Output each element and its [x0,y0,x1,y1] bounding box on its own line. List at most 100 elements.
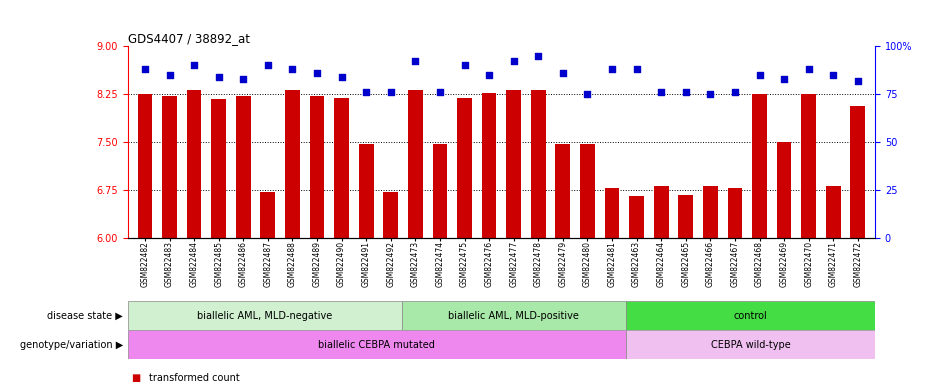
Point [211,74,226,80]
Bar [801,94,816,238]
Text: GSM822483: GSM822483 [165,241,174,287]
Bar [580,144,595,238]
Bar [555,144,570,238]
Point [850,78,866,84]
Point [334,74,349,80]
Point [432,89,447,95]
Bar [211,99,226,238]
Text: GSM822491: GSM822491 [361,241,371,287]
Bar [531,89,546,238]
Bar [186,89,201,238]
Point [137,66,152,72]
Point [236,76,251,82]
Point [383,89,398,95]
Text: GSM822490: GSM822490 [337,241,346,287]
Text: GSM822481: GSM822481 [607,241,617,287]
Bar [604,188,620,238]
Text: GSM822484: GSM822484 [189,241,199,287]
Point [309,70,324,76]
Bar [383,192,398,238]
Point [359,89,374,95]
Text: GSM822485: GSM822485 [214,241,223,287]
Point [457,62,472,68]
Bar [654,185,669,238]
Point [162,72,177,78]
Bar [626,301,875,330]
Text: GSM822468: GSM822468 [755,241,764,287]
Text: GSM822476: GSM822476 [484,241,494,287]
Text: GSM822477: GSM822477 [509,241,518,287]
Text: GSM822467: GSM822467 [730,241,740,287]
Text: GSM822466: GSM822466 [706,241,715,287]
Bar [137,94,152,238]
Bar [432,144,447,238]
Bar [334,98,349,238]
Text: GDS4407 / 38892_at: GDS4407 / 38892_at [128,32,250,45]
Bar [128,330,626,359]
Text: GSM822489: GSM822489 [312,241,322,287]
Bar [626,330,875,359]
Bar [703,185,718,238]
Bar [727,188,743,238]
Point [604,66,620,72]
Point [826,72,841,78]
Text: ■: ■ [132,373,145,383]
Point [506,58,521,65]
Text: biallelic CEBPA mutated: biallelic CEBPA mutated [319,339,435,350]
Point [678,89,693,95]
Bar [506,89,521,238]
Text: CEBPA wild-type: CEBPA wild-type [710,339,790,350]
Text: GSM822479: GSM822479 [558,241,568,287]
Text: GSM822473: GSM822473 [411,241,420,287]
Bar [826,185,841,238]
Bar [359,144,374,238]
Point [629,66,644,72]
Text: genotype/variation ▶: genotype/variation ▶ [20,339,123,350]
Text: GSM822469: GSM822469 [780,241,789,287]
Text: GSM822471: GSM822471 [829,241,838,287]
Text: GSM822478: GSM822478 [534,241,543,287]
Point [285,66,300,72]
Point [654,89,669,95]
Bar [777,142,792,238]
Bar [162,96,177,238]
Point [752,72,767,78]
Text: GSM822470: GSM822470 [804,241,814,287]
Point [727,89,743,95]
Text: GSM822492: GSM822492 [386,241,395,287]
Bar [482,93,497,238]
Point [408,58,423,65]
Bar [678,195,693,238]
Point [260,62,275,68]
Bar [408,89,423,238]
Bar [128,301,402,330]
Text: biallelic AML, MLD-negative: biallelic AML, MLD-negative [197,311,332,321]
Point [777,76,792,82]
Text: GSM822464: GSM822464 [657,241,666,287]
Bar [309,96,324,238]
Text: control: control [733,311,767,321]
Text: GSM822488: GSM822488 [288,241,297,287]
Bar [236,96,251,238]
Text: GSM822482: GSM822482 [140,241,149,287]
Text: GSM822475: GSM822475 [460,241,469,287]
Bar [752,94,767,238]
Bar [850,106,866,238]
Bar [402,301,626,330]
Text: GSM822465: GSM822465 [681,241,691,287]
Bar [457,98,472,238]
Text: disease state ▶: disease state ▶ [47,311,123,321]
Point [801,66,816,72]
Point [580,91,595,97]
Text: GSM822474: GSM822474 [435,241,445,287]
Point [703,91,718,97]
Bar [260,192,275,238]
Point [186,62,201,68]
Text: GSM822480: GSM822480 [583,241,592,287]
Point [482,72,497,78]
Point [555,70,570,76]
Text: GSM822486: GSM822486 [238,241,248,287]
Bar [629,197,644,238]
Text: biallelic AML, MLD-positive: biallelic AML, MLD-positive [448,311,579,321]
Text: GSM822463: GSM822463 [632,241,641,287]
